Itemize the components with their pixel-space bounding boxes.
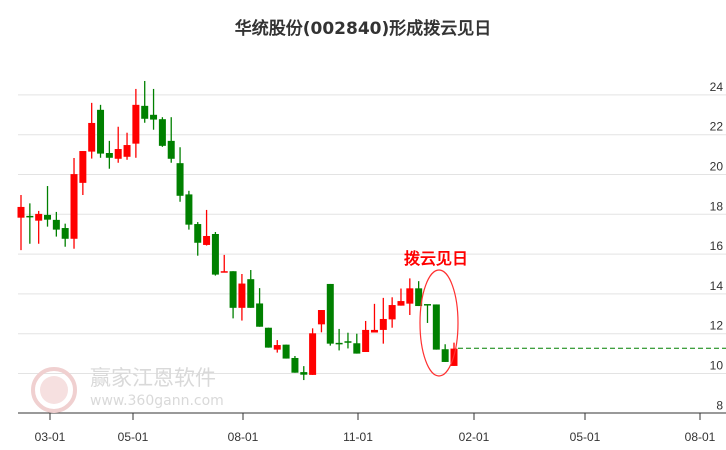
candle-body (176, 163, 184, 196)
y-tick-label: 20 (710, 160, 724, 174)
candle-body (309, 333, 317, 375)
candle-body (220, 271, 228, 273)
candle-body (317, 310, 325, 325)
candle-body (61, 228, 69, 239)
candle-body (105, 153, 113, 158)
x-tick-label: 02-01 (459, 430, 490, 444)
candle-body (17, 206, 25, 218)
candle-body (362, 329, 370, 353)
candle-body (423, 304, 431, 306)
x-tick-label: 05-01 (570, 430, 601, 444)
candle-body (229, 271, 237, 308)
candle-body (238, 283, 246, 308)
candle-body (132, 104, 140, 144)
candle-body (370, 329, 378, 333)
x-tick-label: 11-01 (343, 430, 373, 444)
candle-body (211, 234, 219, 275)
candle-body (167, 140, 175, 159)
candle-body (264, 327, 272, 348)
candle-body (379, 318, 387, 330)
candle-body (406, 288, 414, 304)
candle-body (291, 357, 299, 373)
candle-body (88, 122, 96, 152)
highlight-ellipse (419, 269, 459, 377)
y-tick-label: 8 (716, 398, 723, 412)
y-tick-label: 14 (710, 279, 724, 293)
candle-body (185, 194, 193, 225)
candle-body (353, 343, 361, 354)
candle-body (203, 235, 211, 245)
y-tick-label: 10 (710, 359, 724, 373)
x-tick-label: 03-01 (35, 430, 66, 444)
candle-body (300, 372, 308, 375)
candle-body (397, 301, 405, 306)
x-tick-label: 08-01 (228, 430, 259, 444)
y-tick-label: 22 (710, 120, 724, 134)
x-tick-label: 08-01 (685, 430, 716, 444)
candle-body (123, 145, 131, 157)
candle-body (247, 279, 255, 308)
candle-body (52, 219, 60, 230)
candle-body (415, 288, 423, 307)
candle-body (141, 105, 149, 119)
candle-body (441, 349, 449, 362)
candle-body (44, 214, 52, 220)
watermark-logo-icon (31, 367, 77, 413)
candle-body (26, 215, 34, 218)
watermark-name: 赢家江恩软件 (90, 366, 216, 390)
y-tick-label: 18 (710, 199, 724, 213)
candle-body (335, 342, 343, 345)
pattern-annotation: 拨云见日 (404, 249, 468, 268)
x-tick-label: 05-01 (118, 430, 149, 444)
y-tick-label: 24 (710, 80, 724, 94)
candle-body (344, 341, 352, 343)
candle-body (388, 305, 396, 320)
y-tick-label: 12 (710, 319, 724, 333)
candle-body (35, 213, 43, 221)
candle-body (432, 304, 440, 350)
candle-body (97, 109, 105, 154)
candle-body (273, 345, 281, 350)
candle-body (326, 283, 334, 344)
candle-body (282, 344, 290, 359)
candle-body (158, 119, 166, 146)
candle-body (256, 303, 264, 327)
chart-title: 华统股份(002840)形成拨云见日 (234, 19, 492, 39)
y-tick-label: 16 (710, 239, 724, 253)
candle-body (194, 224, 202, 243)
watermark-url: www.360gann.com (90, 393, 224, 409)
candle-body (79, 151, 87, 183)
candle-body (114, 149, 122, 159)
candle-body (150, 114, 158, 120)
candle-body (70, 174, 78, 239)
